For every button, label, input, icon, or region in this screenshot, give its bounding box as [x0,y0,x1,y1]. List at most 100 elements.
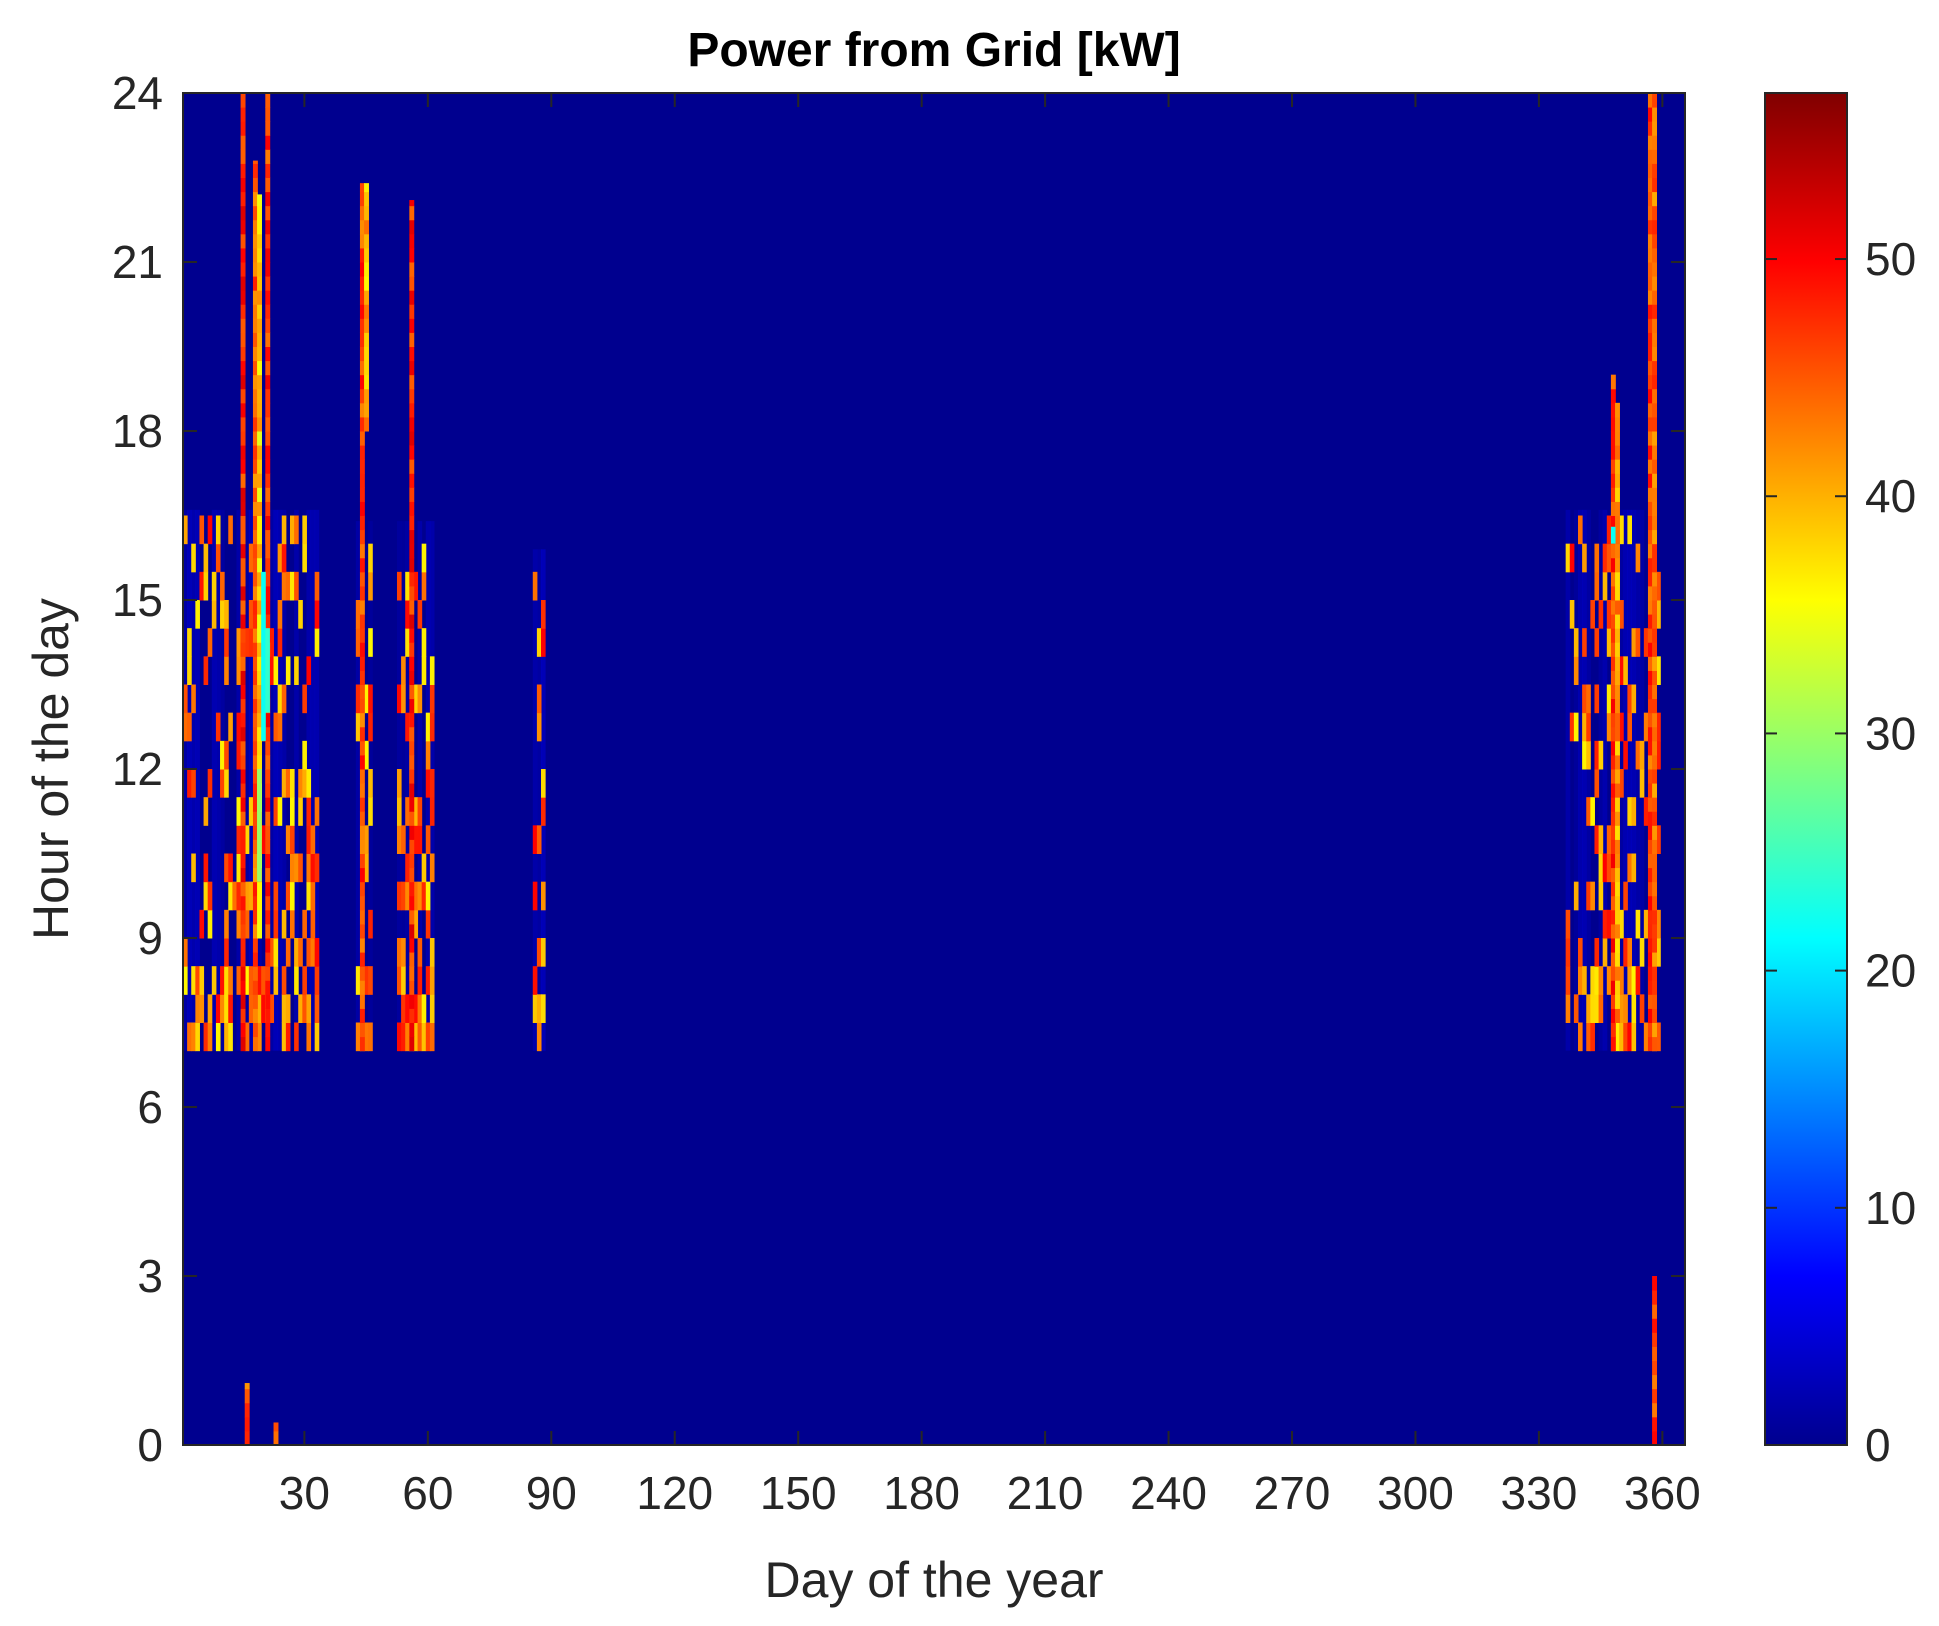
heatmap-cell [405,571,410,601]
heatmap-column [409,585,415,601]
heatmap-column [240,487,246,502]
heatmap-cell [1573,994,1579,1023]
heatmap-column [1652,332,1657,347]
heatmap-cell [224,938,229,967]
heatmap-column [359,825,365,840]
heatmap-column [252,1008,258,1023]
heatmap-column [1647,726,1653,742]
heatmap-cell [1594,571,1600,601]
heatmap-cell [273,797,279,826]
heatmap-cell [1598,966,1604,995]
heatmap-column [265,783,271,798]
heatmap-column [364,262,369,277]
heatmap-cell [1656,740,1661,770]
heatmap-column [1647,360,1653,376]
heatmap-column [409,416,415,432]
heatmap-column [409,909,415,925]
heatmap-column [257,416,262,432]
heatmap-column [252,346,258,362]
heatmap-cell [1619,656,1624,685]
heatmap-cell [302,515,307,545]
heatmap-cell [215,1022,221,1052]
x-tick-label: 210 [1007,1467,1084,1519]
heatmap-column [1647,163,1653,178]
heatmap-cell [269,994,275,1023]
heatmap-column [252,374,258,390]
heatmap-column [1652,149,1657,164]
heatmap-column [252,726,258,742]
heatmap-column [265,191,271,207]
heatmap-column [359,557,365,573]
heatmap-cell [1598,509,1604,1051]
heatmap-column [252,656,258,671]
heatmap-column [1652,318,1657,333]
heatmap-cell [1623,509,1628,1051]
heatmap-column [252,473,258,488]
x-tick-label: 330 [1501,1467,1578,1519]
heatmap-cell [195,994,200,1023]
heatmap-cell [277,628,283,657]
heatmap-column [1647,332,1653,347]
heatmap-cell [417,966,423,995]
heatmap-column [252,797,258,812]
heatmap-cell [413,909,419,939]
heatmap-cell [429,938,435,967]
heatmap-cell [364,825,369,854]
heatmap-cell [191,853,196,883]
heatmap-column [1615,811,1620,826]
heatmap-column [409,205,415,221]
heatmap-cell [294,966,299,995]
heatmap-cell [232,881,237,911]
heatmap-column [359,529,365,545]
heatmap-column [252,754,258,770]
heatmap-night-cell [273,1422,279,1432]
heatmap-column [257,374,262,390]
heatmap-column [257,473,262,488]
heatmap-column [257,247,262,263]
heatmap-column [1652,290,1657,305]
heatmap-column [1610,994,1616,1009]
heatmap-column [359,600,365,615]
heatmap-column [1610,431,1616,446]
heatmap-cell [248,966,254,995]
heatmap-cell [429,712,435,742]
heatmap-cell [421,1022,427,1052]
heatmap-cell [421,881,427,911]
heatmap-column [364,402,369,418]
heatmap-cell [536,994,542,1023]
heatmap-cell [195,1022,200,1052]
heatmap-cell [1594,825,1600,854]
heatmap-column [359,501,365,516]
heatmap-column [1615,571,1620,587]
heatmap-column [359,783,365,798]
heatmap-column [1647,895,1653,911]
heatmap-column [1647,938,1653,953]
heatmap-night-cell [1652,1346,1657,1361]
heatmap-cell [302,684,307,714]
heatmap-cell [1586,797,1591,826]
heatmap-column [1615,459,1620,474]
heatmap-cell [368,797,373,826]
heatmap-cell [1573,509,1579,1051]
heatmap-column [1610,1036,1616,1052]
heatmap-column [265,769,271,784]
y-tick-label: 21 [112,236,163,288]
heatmap-cell [191,769,196,798]
heatmap-column [1610,726,1616,742]
heatmap-column [252,163,258,178]
heatmap-column [240,600,246,615]
heatmap-column [1652,966,1657,981]
heatmap-column [409,712,415,728]
heatmap-column [1647,276,1653,291]
heatmap-cell [1602,938,1608,967]
heatmap-column [257,346,262,362]
heatmap-cell [1619,515,1624,545]
heatmap-night-cell [1652,1290,1657,1305]
heatmap-column [1615,1008,1620,1023]
heatmap-column [265,600,271,615]
heatmap-column [1615,839,1620,854]
heatmap-column [364,205,369,221]
heatmap-cell [429,769,435,798]
heatmap-column [359,374,365,390]
heatmap-cell [294,509,299,1051]
